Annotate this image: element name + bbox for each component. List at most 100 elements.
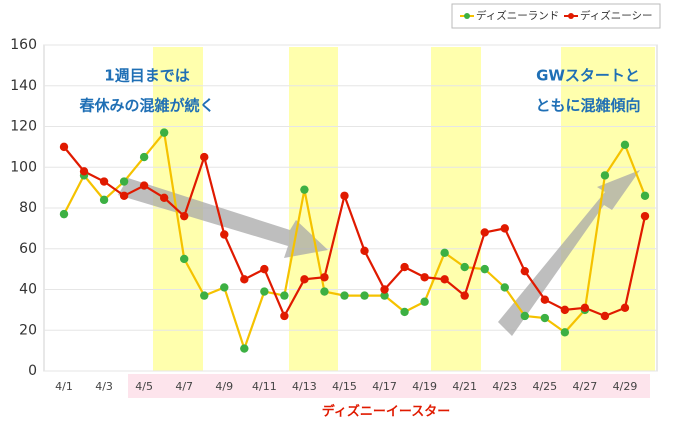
data-point xyxy=(420,273,429,282)
y-tick-label: 80 xyxy=(19,200,37,216)
data-point xyxy=(340,291,349,300)
data-point xyxy=(580,303,590,313)
x-tick-label: 4/25 xyxy=(532,380,557,393)
data-point xyxy=(540,295,550,304)
legend-label: ディズニーランド xyxy=(476,9,559,22)
y-tick-label: 20 xyxy=(19,322,37,338)
data-point xyxy=(400,307,409,317)
data-point xyxy=(59,209,69,219)
data-point xyxy=(260,264,269,274)
data-point xyxy=(560,305,570,315)
data-point xyxy=(320,287,329,296)
period-band xyxy=(128,374,650,398)
data-point xyxy=(99,177,109,186)
data-point xyxy=(340,191,349,200)
data-point xyxy=(139,152,149,162)
data-point xyxy=(600,171,610,180)
data-point xyxy=(220,283,229,292)
x-tick-label: 4/3 xyxy=(95,380,113,393)
data-point xyxy=(320,273,329,282)
annotation: ともに混雑傾向 xyxy=(535,97,640,115)
x-tick-label: 4/5 xyxy=(135,380,153,393)
x-tick-label: 4/7 xyxy=(175,380,193,393)
data-point xyxy=(400,262,409,272)
data-point xyxy=(640,211,650,221)
y-tick-label: 120 xyxy=(10,119,37,135)
data-point xyxy=(99,195,109,205)
trend-arrow xyxy=(118,178,328,258)
legend-label: ディズニーシー xyxy=(580,9,653,22)
data-point xyxy=(600,311,610,321)
data-point xyxy=(380,285,389,294)
y-tick-label: 160 xyxy=(10,37,37,53)
data-point xyxy=(620,303,630,313)
data-point xyxy=(480,228,489,237)
data-point xyxy=(420,297,429,306)
data-point xyxy=(540,313,550,323)
annotation: GWスタートと xyxy=(536,67,640,85)
y-tick-label: 40 xyxy=(19,282,37,298)
x-tick-label: 4/13 xyxy=(292,380,317,393)
data-point xyxy=(280,291,289,300)
data-point xyxy=(180,254,189,264)
highlights xyxy=(153,47,655,371)
x-tick-label: 4/19 xyxy=(412,380,437,393)
x-tick-label: 4/29 xyxy=(613,380,638,393)
data-point xyxy=(240,275,249,284)
plot xyxy=(59,128,650,353)
x-tick-label: 4/27 xyxy=(573,380,598,393)
annotation: 春休みの混雑が続く xyxy=(79,97,214,115)
data-point xyxy=(380,291,389,300)
y-tick-label: 60 xyxy=(19,241,37,257)
data-point xyxy=(159,193,169,203)
x-tick-label: 4/17 xyxy=(372,380,397,393)
data-point xyxy=(480,264,489,274)
legend-items: ディズニーランド ディズニーシー xyxy=(460,9,653,22)
data-point xyxy=(159,128,169,137)
data-point xyxy=(139,181,149,190)
arrows xyxy=(118,170,640,336)
data-point xyxy=(260,287,269,296)
data-point xyxy=(560,328,570,337)
data-point xyxy=(440,275,449,284)
x-tick-label: 4/11 xyxy=(252,380,277,393)
data-point xyxy=(180,211,189,221)
legend xyxy=(451,3,661,29)
y-tick-label: 100 xyxy=(10,159,37,175)
x-tick-label: 4/21 xyxy=(452,380,477,393)
data-point xyxy=(119,177,129,186)
data-point xyxy=(620,140,630,150)
data-point xyxy=(500,283,509,292)
data-point xyxy=(520,266,529,276)
x-tick-label: 4/1 xyxy=(55,380,73,393)
annotation: 1週目までは xyxy=(104,67,189,85)
data-point xyxy=(220,230,229,239)
data-point xyxy=(59,142,69,152)
data-point xyxy=(500,224,509,233)
data-point xyxy=(520,311,529,321)
legend-marker xyxy=(464,13,470,19)
data-point xyxy=(79,167,89,176)
data-point xyxy=(119,191,129,200)
period-label: ディズニーイースター xyxy=(322,404,450,420)
y-tick-label: 0 xyxy=(28,363,37,379)
x-tick-label: 4/23 xyxy=(492,380,517,393)
data-point xyxy=(460,262,469,272)
highlight-band xyxy=(431,47,481,371)
data-point xyxy=(360,291,369,300)
data-point xyxy=(200,152,209,162)
highlight-band xyxy=(289,47,338,371)
grid: 0 20 40 60 80 100 120 140 160 4/1 4/3 4/5 4/7 4/9 4/11… xyxy=(10,37,657,393)
data-point xyxy=(300,185,309,194)
data-point xyxy=(240,344,249,353)
data-point xyxy=(280,311,289,321)
data-point xyxy=(300,275,309,284)
data-point xyxy=(440,248,449,258)
data-point xyxy=(640,191,650,200)
y-tick-label: 140 xyxy=(10,78,37,94)
legend-marker xyxy=(568,13,574,19)
x-tick-label: 4/15 xyxy=(332,380,357,393)
trend-arrow xyxy=(498,170,640,336)
data-point xyxy=(360,246,369,255)
